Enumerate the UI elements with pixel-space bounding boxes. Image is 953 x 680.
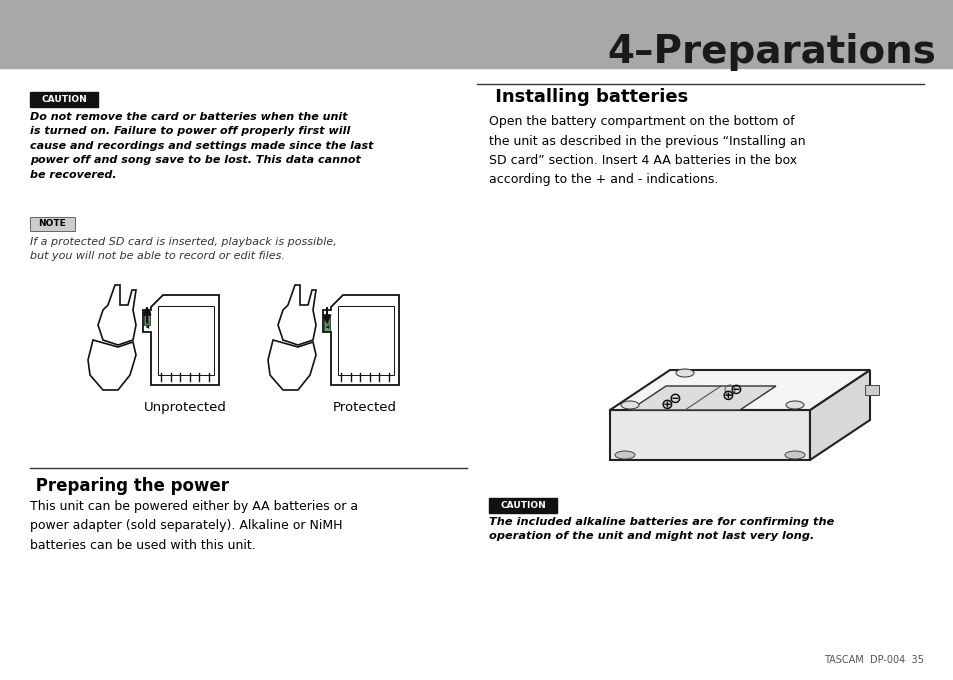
Bar bbox=[144, 311, 150, 325]
Bar bbox=[489, 498, 557, 513]
Bar bbox=[324, 317, 330, 331]
Text: ⊖: ⊖ bbox=[728, 381, 741, 396]
Text: ⊖: ⊖ bbox=[667, 390, 680, 405]
Text: Preparing the power: Preparing the power bbox=[30, 477, 229, 495]
Polygon shape bbox=[268, 340, 315, 390]
Text: 4–Preparations: 4–Preparations bbox=[606, 33, 935, 71]
Text: If a protected SD card is inserted, playback is possible,
but you will not be ab: If a protected SD card is inserted, play… bbox=[30, 237, 336, 261]
Ellipse shape bbox=[784, 451, 804, 459]
Ellipse shape bbox=[620, 401, 639, 409]
Bar bbox=[337, 306, 394, 375]
Text: TASCAM  DP-004  35: TASCAM DP-004 35 bbox=[823, 655, 923, 665]
Text: ⊕: ⊕ bbox=[659, 396, 672, 411]
Text: Installing batteries: Installing batteries bbox=[489, 88, 687, 106]
Text: Open the battery compartment on the bottom of
the unit as described in the previ: Open the battery compartment on the bott… bbox=[489, 115, 804, 186]
Text: Lock▼: Lock▼ bbox=[324, 313, 329, 328]
Text: CAUTION: CAUTION bbox=[41, 95, 87, 104]
Text: This unit can be powered either by AA batteries or a
power adapter (sold separat: This unit can be powered either by AA ba… bbox=[30, 500, 357, 552]
Polygon shape bbox=[277, 285, 315, 345]
Bar bbox=[30, 217, 75, 231]
Polygon shape bbox=[323, 295, 398, 385]
Polygon shape bbox=[88, 340, 136, 390]
Polygon shape bbox=[609, 370, 869, 410]
Text: Unprotected: Unprotected bbox=[143, 401, 226, 414]
Bar bbox=[864, 385, 878, 395]
Polygon shape bbox=[98, 285, 136, 345]
Ellipse shape bbox=[615, 451, 635, 459]
Bar bbox=[30, 92, 98, 107]
Ellipse shape bbox=[676, 369, 693, 377]
Polygon shape bbox=[143, 295, 219, 385]
Polygon shape bbox=[629, 386, 775, 410]
Text: NOTE: NOTE bbox=[38, 220, 66, 228]
Text: Protected: Protected bbox=[333, 401, 396, 414]
Text: Lock▼: Lock▼ bbox=[144, 313, 150, 328]
Text: ⊕: ⊕ bbox=[720, 388, 733, 403]
Text: Do not remove the card or batteries when the unit
is turned on. Failure to power: Do not remove the card or batteries when… bbox=[30, 112, 374, 180]
Bar bbox=[0, 0, 953, 68]
Ellipse shape bbox=[785, 401, 803, 409]
Text: The included alkaline batteries are for confirming the
operation of the unit and: The included alkaline batteries are for … bbox=[489, 517, 834, 541]
Polygon shape bbox=[809, 370, 869, 460]
Polygon shape bbox=[609, 410, 809, 460]
Text: CAUTION: CAUTION bbox=[499, 501, 545, 510]
Bar bbox=[158, 306, 213, 375]
